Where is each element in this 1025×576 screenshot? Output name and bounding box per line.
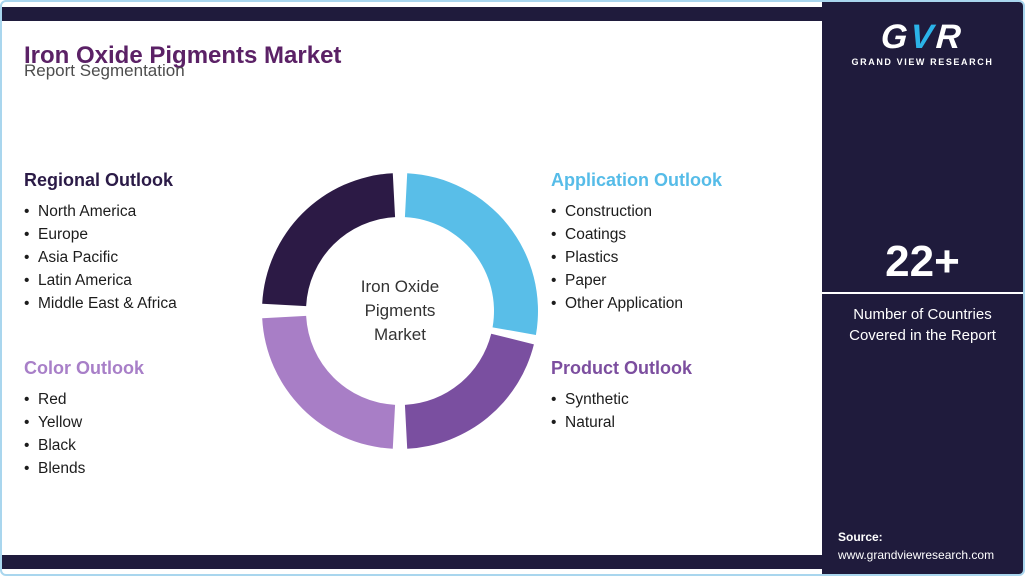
logo-letter-g: G <box>879 18 912 56</box>
stat-number: 22+ <box>885 237 960 286</box>
sidebar: GVR GRAND VIEW RESEARCH 22+ Number of Co… <box>822 2 1023 574</box>
top-accent-bar <box>2 7 822 21</box>
countries-stat: 22+ Number of Countries Covered in the R… <box>822 238 1023 346</box>
section-application-outlook: Application Outlook ConstructionCoatings… <box>551 170 801 315</box>
list-item: Paper <box>551 269 801 292</box>
donut-center-label: Iron Oxide Pigments Market <box>360 277 440 344</box>
stat-underline <box>822 292 1023 294</box>
list-item: Asia Pacific <box>24 246 274 269</box>
list-item: Plastics <box>551 246 801 269</box>
list-item: Other Application <box>551 292 801 315</box>
donut-segment-regional-outlook <box>262 173 396 307</box>
logo-letter-r: R <box>934 18 966 56</box>
donut-segment-color-outlook <box>262 315 396 449</box>
section-title: Regional Outlook <box>24 170 174 190</box>
list-item: Middle East & Africa <box>24 292 274 315</box>
gvr-logo: GVR GRAND VIEW RESEARCH <box>822 18 1023 67</box>
list-item: Blends <box>24 457 274 480</box>
list-item: Yellow <box>24 411 274 434</box>
source-block: Source: www.grandviewresearch.com <box>838 530 994 562</box>
section-title: Color Outlook <box>24 358 144 378</box>
section-product-outlook: Product Outlook SyntheticNatural <box>551 358 801 434</box>
source-label: Source: <box>838 530 883 544</box>
donut-segment-application-outlook <box>404 173 538 335</box>
list-item: Construction <box>551 200 801 223</box>
section-title: Application Outlook <box>551 170 722 190</box>
bottom-accent-bar <box>2 555 822 569</box>
list-item: Europe <box>24 223 274 246</box>
outlook-list: SyntheticNatural <box>551 388 801 434</box>
page-subtitle: Report Segmentation <box>24 61 185 80</box>
section-regional-outlook: Regional Outlook North AmericaEuropeAsia… <box>24 170 274 315</box>
page-title: Iron Oxide Pigments Market <box>24 42 342 70</box>
stat-caption: Number of Countries Covered in the Repor… <box>849 306 996 344</box>
logo-letters: GVR <box>879 18 966 56</box>
list-item: North America <box>24 200 274 223</box>
logo-letter-v: V <box>909 18 938 56</box>
source-url: www.grandviewresearch.com <box>838 548 995 562</box>
list-item: Natural <box>551 411 801 434</box>
list-item: Latin America <box>24 269 274 292</box>
donut-svg <box>262 173 538 449</box>
list-item: Black <box>24 434 274 457</box>
section-title: Product Outlook <box>551 358 692 378</box>
outlook-list: RedYellowBlackBlends <box>24 388 274 480</box>
list-item: Coatings <box>551 223 801 246</box>
list-item: Synthetic <box>551 388 801 411</box>
section-color-outlook: Color Outlook RedYellowBlackBlends <box>24 358 274 480</box>
list-item: Red <box>24 388 274 411</box>
outlook-list: ConstructionCoatingsPlasticsPaperOther A… <box>551 200 801 315</box>
donut-segment-product-outlook <box>404 333 534 449</box>
donut-chart: Iron Oxide Pigments Market <box>260 171 540 451</box>
logo-wordmark: GRAND VIEW RESEARCH <box>851 57 994 67</box>
outlook-list: North AmericaEuropeAsia PacificLatin Ame… <box>24 200 274 315</box>
